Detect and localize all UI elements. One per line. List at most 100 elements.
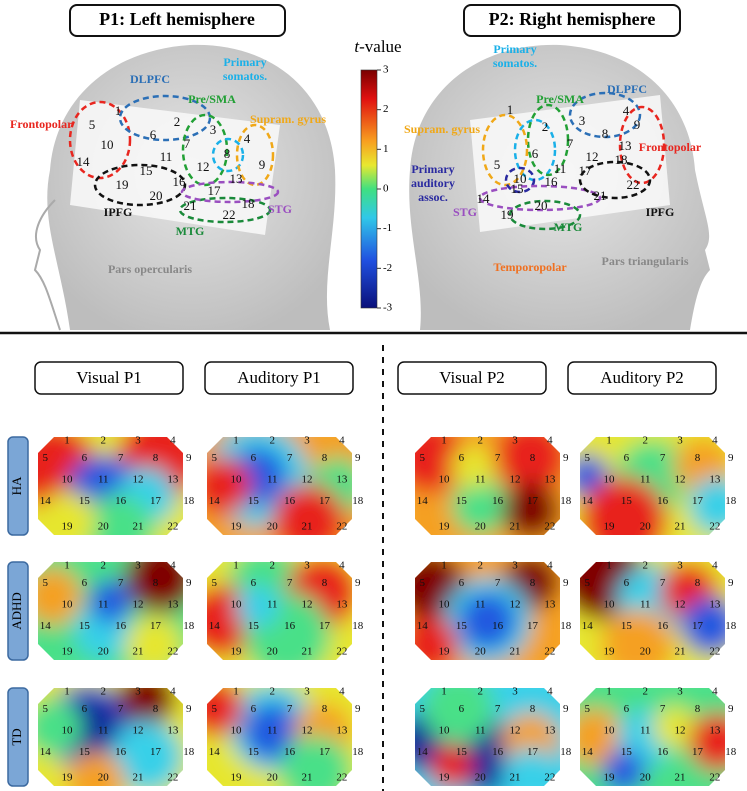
- channel-number: 20: [640, 646, 652, 658]
- channel-number: 12: [510, 474, 521, 486]
- channel-number: 15: [248, 620, 260, 632]
- heatmap: [580, 437, 725, 535]
- channel-number: 15: [79, 620, 91, 632]
- channel-number: 14: [582, 495, 594, 507]
- channel-number: 11: [98, 474, 109, 486]
- channel-number: 1: [441, 434, 447, 446]
- heatmap-blob: [207, 457, 251, 515]
- heatmap-blob: [502, 481, 560, 535]
- region-label: Pars triangularis: [602, 254, 689, 268]
- channel-number: 10: [62, 474, 74, 486]
- channel-number: 21: [184, 198, 197, 213]
- channel-number: 21: [510, 646, 521, 658]
- channel-number: 2: [270, 685, 276, 697]
- channel-number: 21: [594, 188, 607, 203]
- heatmap-blob: [415, 437, 466, 493]
- channel-number: 1: [507, 102, 514, 117]
- channel-number: 2: [643, 559, 649, 571]
- row-label: ADHD: [9, 592, 24, 630]
- channel-number: 7: [660, 703, 666, 715]
- channel-number: 4: [712, 685, 718, 697]
- channel-number: 18: [352, 495, 364, 507]
- channel-number: 16: [492, 620, 504, 632]
- channel-number: 8: [695, 577, 701, 589]
- region-label: DLPFC: [607, 82, 647, 96]
- channel-number: 6: [532, 146, 539, 161]
- heatmap-blob: [81, 493, 154, 535]
- channel-number: 18: [242, 196, 255, 211]
- region-outlines: [68, 91, 666, 231]
- channel-number: 10: [231, 725, 243, 737]
- channel-number: 18: [725, 620, 737, 632]
- region-label: somatos.: [493, 56, 537, 70]
- channel-number: 11: [475, 599, 486, 611]
- channel-number: 21: [133, 646, 144, 658]
- channel-number: 5: [89, 117, 96, 132]
- channel-number: 17: [692, 495, 704, 507]
- channel-number: 2: [270, 559, 276, 571]
- channel-number: 2: [174, 114, 181, 129]
- column-header: Auditory P1: [237, 368, 321, 387]
- channel-number: 3: [210, 122, 217, 137]
- channel-number: 9: [728, 703, 734, 715]
- channel-number: 3: [677, 559, 683, 571]
- heatmap-blobs: [580, 688, 725, 786]
- channel-number: 19: [231, 772, 243, 784]
- channel-number: 13: [709, 599, 721, 611]
- heatmap-blob: [580, 476, 667, 535]
- heatmap: [207, 437, 352, 535]
- channel-number: 22: [336, 646, 347, 658]
- channel-number: 5: [212, 703, 218, 715]
- channel-number: 21: [675, 772, 686, 784]
- channel-number: 20: [475, 646, 487, 658]
- channel-number: 6: [459, 577, 465, 589]
- channel-number: 9: [563, 577, 569, 589]
- heatmap-blob: [272, 484, 345, 535]
- channel-number: 13: [544, 599, 556, 611]
- colorbar-label-rest: -value: [359, 37, 401, 56]
- channel-number: 14: [582, 746, 594, 758]
- region-label: auditory: [411, 176, 455, 190]
- heatmap-blob: [688, 476, 725, 535]
- channel-number: 15: [456, 746, 468, 758]
- channel-number: 6: [150, 127, 157, 142]
- heatmap-blob: [279, 735, 352, 786]
- channel-number: 16: [284, 620, 296, 632]
- channel-number: 19: [231, 646, 243, 658]
- channel-number: 20: [535, 198, 548, 213]
- channel-number: 18: [183, 620, 195, 632]
- region-label: Primary: [411, 162, 454, 176]
- channel-number: 8: [695, 703, 701, 715]
- channel-number: 19: [604, 646, 616, 658]
- channel-number: 16: [173, 174, 187, 189]
- channel-number: 1: [233, 685, 239, 697]
- channel-number: 17: [208, 183, 222, 198]
- channel-number: 3: [135, 559, 141, 571]
- heatmap-blob: [38, 698, 82, 757]
- channel-number: 21: [675, 521, 686, 533]
- channel-number: 2: [270, 434, 276, 446]
- region-label: DLPFC: [130, 72, 170, 86]
- region-label: Frontopolar: [639, 140, 702, 154]
- channel-number: 4: [244, 131, 251, 146]
- channel-number: 8: [530, 577, 536, 589]
- channel-number: 17: [150, 620, 162, 632]
- channel-number: 2: [101, 434, 107, 446]
- channel-number: 19: [62, 646, 74, 658]
- channel-number: 10: [604, 599, 616, 611]
- channel-number: 22: [709, 772, 720, 784]
- channel-number: 14: [209, 495, 221, 507]
- channel-number: 4: [547, 559, 553, 571]
- region-label: Temporopolar: [493, 260, 567, 274]
- channel-number: 1: [606, 559, 612, 571]
- channel-number: 3: [512, 559, 518, 571]
- channel-number: 12: [510, 725, 521, 737]
- heatmap: [415, 437, 560, 535]
- channel-number: 11: [640, 599, 651, 611]
- channel-number: 14: [417, 495, 429, 507]
- channel-number: 7: [567, 136, 574, 151]
- channel-number: 13: [619, 138, 632, 153]
- channel-number: 19: [62, 521, 74, 533]
- channel-number: 10: [62, 725, 74, 737]
- channel-number: 7: [287, 452, 293, 464]
